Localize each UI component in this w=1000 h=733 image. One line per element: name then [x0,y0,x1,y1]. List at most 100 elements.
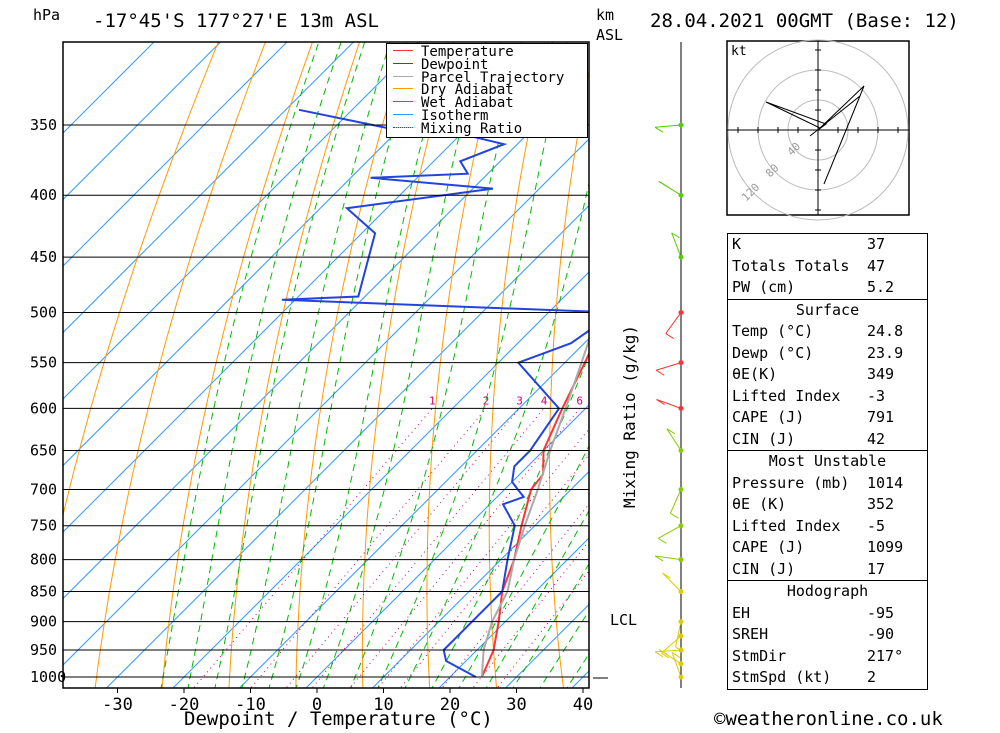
plot-frame [62,41,590,689]
wet-adiabat-line [214,42,366,688]
pressure-tick-label: 350 [30,116,57,134]
general-index-value: 5.2 [867,278,895,296]
wet-adiabat-line [295,42,449,688]
mixing-ratio-line [250,408,487,688]
pressure-tick-label: 800 [30,551,57,569]
temperature-tick-label: 20 [440,695,460,715]
most-unstable-index-row: θE (K) 352 [728,494,927,516]
hodograph-unit-label: kt [731,44,747,59]
wind-barb-flag [662,572,671,579]
isotherm-line [438,537,589,688]
surface-index-value: 349 [867,365,895,383]
legend-label: Parcel Trajectory [421,69,565,86]
legend-label: Wet Adiabat [421,95,514,112]
wind-barb-shaft [662,572,682,592]
legend-label: Isotherm [421,108,489,124]
wet-adiabat-line [539,609,589,688]
wind-barb-shaft [655,649,682,653]
temperature-tick-label: 0 [312,695,322,715]
mixing-ratio-line [399,454,589,688]
mixing-ratio-tick-label: 6 [576,394,583,407]
wet-adiabat-line [377,42,568,688]
wind-barb-shaft [666,428,682,451]
pressure-tick-label: 950 [30,641,57,659]
hodograph-title: Hodograph [786,582,869,600]
hodograph-index-row: StmDir 217° [728,646,927,668]
isotherm-line [63,42,222,201]
pressure-tick-label: 450 [30,248,57,266]
most-unstable-index-value: 17 [867,559,886,578]
isotherm-line [63,42,155,134]
legend-swatch [393,114,413,115]
asl-axis-label: ASL [596,26,624,44]
surface-index-value: -3 [867,386,886,405]
wind-barb-flag [657,537,667,544]
lcl-label: LCL [610,611,638,629]
surface-title: Surface [795,300,860,319]
legend: Temperature Dewpoint Parcel Trajectory Dry … [386,43,588,138]
general-indices: K 37 Totals Totals 47 PW (cm) 5.2 [728,234,927,299]
temperature-tick-label: -20 [169,695,200,715]
most-unstable-index-value: -5 [867,516,886,535]
surface-section: Surface Temp (°C) 24.8 Dewp (°C) 23.9 θE(K) 3… [728,298,927,451]
surface-index-value: 791 [867,408,895,426]
wind-barb-flag [675,646,684,653]
hodograph-trace [765,85,865,185]
isotherm-line [105,204,589,688]
most-unstable-section: Most Unstable Pressure (mb) 1014 θE (K) 352… [728,450,927,580]
legend-swatch [393,50,413,51]
mixing-ratio-line [285,408,520,688]
wind-barb-shaft [655,555,682,561]
wind-barb-flag [671,652,681,658]
most-unstable-index-value: 1014 [867,473,904,492]
general-index-row: Totals Totals 47 [728,256,927,278]
pressure-tick-label: 500 [30,304,57,322]
pressure-tick-label: 700 [30,480,57,498]
mixing-ratio-line [349,408,581,688]
hodograph-index-row: StmSpd (kt) 2 [728,667,927,689]
legend-item: Mixing Ratio [387,122,522,136]
mixing-ratio-line [472,540,589,688]
wind-barb-flag [656,399,665,405]
wind-barb-flag [666,428,676,435]
hpa-axis-label: hPa [33,6,61,24]
most-unstable-index-row: CIN (J) 17 [728,559,927,581]
pressure-tick-label: 650 [30,441,57,459]
wind-barb-shaft [671,652,682,678]
wind-barb-flag [654,555,664,562]
most-unstable-index-value: 352 [867,495,895,513]
mixing-ratio-tick-label: 20 [688,394,701,407]
pressure-tick-label: 400 [30,186,57,204]
hodograph-index-value: -90 [867,625,895,643]
wind-barb-flag [665,333,674,339]
mixing-ratio-tick-label: 2 [483,394,490,407]
surface-index-label: Temp (°C) [732,322,814,340]
datetime-title: 28.04.2021 00GMT (Base: 12) [650,10,959,32]
pressure-tick-label: 1000 [30,668,66,686]
wet-adiabat-line [160,42,320,688]
surface-index-value: 23.9 [867,343,904,362]
pressure-tick-label: 900 [30,613,57,631]
general-index-row: PW (cm) 5.2 [728,277,927,299]
legend-label: Dry Adiabat [421,82,514,99]
wind-barb-flag [658,181,668,187]
mixing-ratio-tick-label: 25 [711,394,724,407]
mixing-ratio-line [496,570,589,688]
wind-barb-shaft [665,312,682,334]
credit-link[interactable]: ©weatheronline.co.uk [714,708,943,730]
temperature-tick-label: 40 [573,695,593,715]
legend-item: Parcel Trajectory [387,69,565,86]
wind-barb-shaft [669,489,682,514]
mixing-ratio-tick-label: 1 [429,394,436,407]
surface-index-label: CIN (J) [732,429,796,448]
hodograph-index-value: -95 [867,603,895,622]
hodograph-index-label: StmDir [732,646,787,665]
dry-adiabat-line [94,42,266,688]
legend-item: Isotherm [387,108,489,124]
most-unstable-index-row: Lifted Index -5 [728,516,927,538]
surface-index-row: Dewp (°C) 23.9 [728,343,927,365]
isotherm-line [63,42,288,267]
most-unstable-index-label: Pressure (mb) [732,473,850,492]
parcel-trajectory-line [480,337,589,678]
legend-swatch [393,101,413,103]
